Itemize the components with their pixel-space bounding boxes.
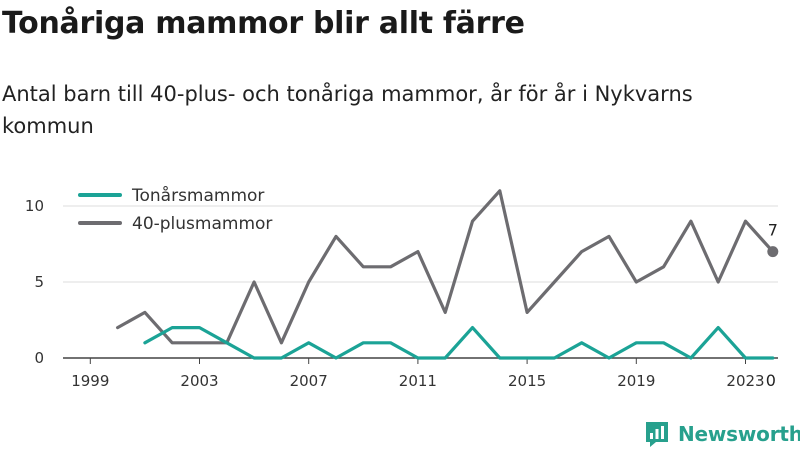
- end-value-label: 7: [768, 221, 778, 240]
- legend-label: 40-plusmammor: [132, 214, 272, 234]
- x-tick-label: 2003: [180, 372, 218, 390]
- x-tick-label: 1999: [71, 372, 109, 390]
- legend-label: Tonårsmammor: [131, 185, 264, 206]
- x-tick-label: 2019: [617, 372, 655, 390]
- x-tick-label: 2015: [508, 372, 546, 390]
- x-tick-label: 2007: [290, 372, 328, 390]
- series-lines: 07: [115, 189, 779, 390]
- series-line-0: [143, 326, 775, 360]
- x-tick-label: 2023: [726, 372, 764, 390]
- y-tick-label: 10: [25, 197, 44, 215]
- legend: Tonårsmammor 40-plusmammor: [78, 185, 272, 234]
- end-point-marker: [767, 246, 779, 258]
- brand-logo: Newsworthy: [644, 419, 800, 449]
- grid-lines: [63, 205, 778, 283]
- chart-subtitle: Antal barn till 40-plus- och tonåriga ma…: [2, 82, 693, 138]
- x-tick-label: 2011: [399, 372, 437, 390]
- end-value-label: 0: [766, 371, 776, 390]
- newsworthy-logo-icon: [646, 422, 668, 447]
- y-tick-label: 5: [34, 273, 44, 291]
- brand-name: Newsworthy: [678, 422, 800, 446]
- y-tick-label: 0: [34, 349, 44, 367]
- chart-title: Tonåriga mammor blir allt färre: [2, 6, 525, 41]
